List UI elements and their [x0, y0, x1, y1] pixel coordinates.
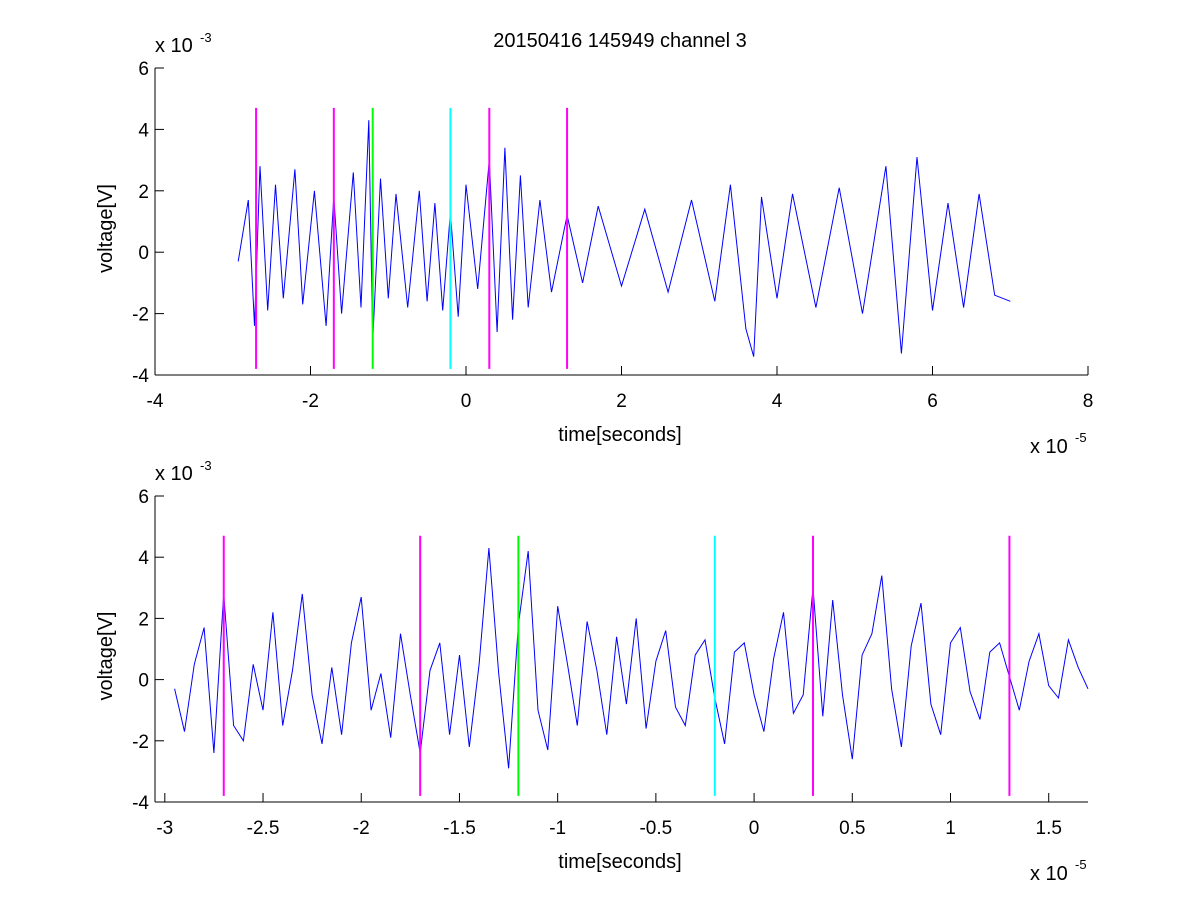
y-tick-label: -2 [132, 732, 149, 753]
subplot-bottom: -4 -2 0 2 4 6 -3 -2.5 -2 -1.5 -1 -0.5 0 0.5 1 1.5 time[s… [95, 458, 1089, 885]
x-tick-label: 0.5 [839, 818, 865, 839]
voltage-signal-line [174, 547, 1089, 769]
x-tick-label: -3 [156, 818, 173, 839]
y-tick-label: 4 [138, 120, 149, 141]
y-multiplier-label: x 10 [155, 35, 193, 57]
x-tick-label: 6 [927, 391, 938, 412]
x-tick-label: -2 [353, 818, 370, 839]
x-tick-label: -0.5 [639, 818, 672, 839]
x-tick-label: -1.5 [443, 818, 476, 839]
y-multiplier-exponent: -3 [200, 30, 212, 45]
y-tick-label: 4 [138, 548, 149, 569]
x-multiplier-label: x 10 [1030, 863, 1068, 885]
figure-title: 20150416 145949 channel 3 [493, 30, 747, 52]
y-multiplier-exponent: -3 [200, 458, 212, 473]
x-tick-label: 8 [1083, 391, 1094, 412]
voltage-signal-line [237, 120, 1011, 357]
x-tick-label: -1 [549, 818, 566, 839]
y-axis-label: voltage[V] [95, 612, 117, 701]
x-tick-label: 0 [461, 391, 472, 412]
x-tick-label: 0 [749, 818, 760, 839]
y-tick-label: 0 [138, 671, 149, 692]
x-multiplier-exponent: -5 [1075, 857, 1087, 872]
x-tick-label: 4 [772, 391, 783, 412]
x-axis-label: time[seconds] [558, 851, 681, 873]
y-tick-label: 2 [138, 182, 149, 203]
x-tick-label: -4 [147, 391, 164, 412]
y-tick-label: 6 [138, 59, 149, 80]
y-tick-label: 6 [138, 487, 149, 508]
y-tick-label: -2 [132, 305, 149, 326]
y-axis-label: voltage[V] [95, 184, 117, 273]
x-tick-label: 1.5 [1036, 818, 1062, 839]
y-multiplier-label: x 10 [155, 463, 193, 485]
x-tick-label: -2.5 [247, 818, 280, 839]
y-tick-label: -4 [132, 366, 149, 387]
x-tick-label: -2 [302, 391, 319, 412]
x-multiplier-label: x 10 [1030, 436, 1068, 458]
y-tick-label: -4 [132, 793, 149, 814]
subplot-top: -4 -2 0 2 4 6 -4 -2 0 2 4 6 8 time[seconds] voltage[V]… [95, 30, 1093, 458]
y-tick-label: 0 [138, 243, 149, 264]
x-tick-label: 2 [616, 391, 627, 412]
x-axis-label: time[seconds] [558, 424, 681, 446]
x-tick-label: 1 [945, 818, 956, 839]
y-tick-label: 2 [138, 609, 149, 630]
x-multiplier-exponent: -5 [1075, 430, 1087, 445]
